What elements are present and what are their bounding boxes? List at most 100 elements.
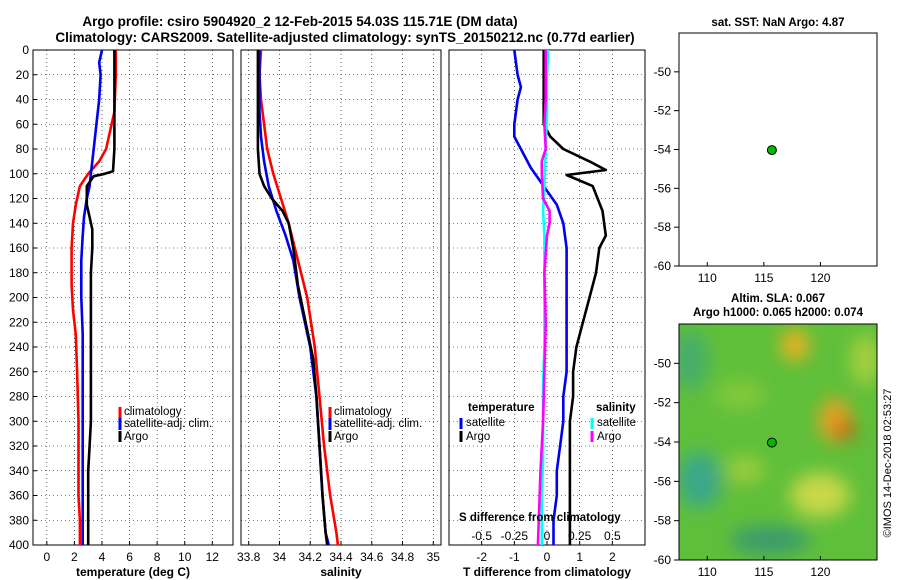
legend-label-climatology: climatology	[124, 406, 182, 418]
series-line-argo	[256, 50, 329, 546]
sst-map-title: sat. SST: NaN Argo: 4.87	[711, 17, 844, 29]
argo-position-marker	[766, 437, 777, 448]
x-tick-label: 34	[273, 550, 287, 564]
sla-map-points	[766, 437, 777, 448]
map-y-tick-label: -54	[654, 143, 672, 157]
sla-blob	[679, 330, 708, 390]
s-tick-label: 0.5	[604, 529, 621, 543]
legend-label-satellite: satellite-adj. clim.	[124, 418, 212, 430]
y-tick-label: 300	[9, 414, 29, 428]
s-difference-x-ticks: -0.5 -0.25 0 0.25 0.5	[471, 529, 621, 543]
sla-map-title: Altim. SLA: 0.067	[731, 293, 825, 305]
s-difference-label: S difference from climatology	[459, 512, 621, 524]
depth-y-ticks: 0 20 40 60 80 100 120 140 160 180 200 220 240 260 280 3…	[9, 43, 37, 552]
salinity-legend: climatology satellite-adj. clim. Argo	[328, 406, 422, 443]
legend-title-temperature: temperature	[468, 402, 534, 414]
x-tick-label: 0	[43, 550, 50, 564]
salinity-x-label: salinity	[320, 565, 362, 579]
x-tick-label: 10	[178, 550, 192, 564]
map-x-tick-label: 115	[754, 271, 773, 285]
y-tick-label: 240	[9, 340, 29, 354]
t-difference-x-ticks: -2 -1 0 1 2	[476, 541, 616, 564]
difference-profiles	[512, 49, 608, 546]
salinity-panel: 33.8 34 34.2 34.4 34.6 34.8 35 salinity climat…	[237, 49, 442, 579]
x-tick-label: 35	[427, 550, 441, 564]
y-tick-label: 260	[9, 365, 29, 379]
temperature-gridlines	[33, 50, 233, 545]
temperature-legend: climatology satellite-adj. clim. Argo	[118, 406, 212, 443]
map-y-tick-label: -60	[654, 553, 672, 567]
legend-label-climatology: climatology	[334, 406, 392, 418]
y-tick-label: 200	[9, 291, 29, 305]
sst-map-ticks: 110 115 120 -50 -52 -54 -56 -58 -60	[654, 65, 831, 285]
salinity-x-ticks: 33.8 34 34.2 34.4 34.6 34.8 35	[237, 541, 440, 564]
map-y-tick-label: -54	[654, 435, 672, 449]
x-tick-label: 12	[206, 550, 220, 564]
x-tick-label: 2	[609, 550, 616, 564]
sla-field-blobs	[679, 329, 877, 554]
x-tick-label: 34.6	[360, 550, 384, 564]
s-tick-label: 0.25	[568, 529, 592, 543]
legend-label-s-satellite: satellite	[597, 417, 636, 429]
series-line-climatology	[70, 50, 118, 545]
x-tick-label: 2	[71, 550, 78, 564]
series-line-temperature-satellite	[512, 49, 568, 545]
temperature-x-label: temperature (deg C)	[76, 565, 190, 579]
map-y-tick-label: -58	[654, 220, 672, 234]
map-y-tick-label: -58	[654, 514, 672, 528]
map-x-tick-label: 120	[810, 565, 830, 579]
x-tick-label: 4	[99, 550, 106, 564]
y-tick-label: 120	[9, 192, 29, 206]
temperature-x-ticks: 0 2 4 6 8 10 12	[43, 541, 219, 564]
sla-blob	[714, 379, 766, 411]
imos-watermark: ©IMOS 14-Dec-2018 02:53:27	[882, 389, 894, 538]
map-x-tick-label: 110	[698, 565, 717, 579]
series-line-salinity-argo	[536, 50, 551, 546]
sla-blob	[851, 334, 877, 386]
sla-blob	[790, 473, 850, 517]
y-tick-label: 220	[9, 315, 29, 329]
x-tick-label: 33.8	[237, 550, 261, 564]
legend-label-satellite: satellite-adj. clim.	[334, 418, 422, 430]
s-tick-label: -0.5	[471, 529, 492, 543]
y-tick-label: 400	[9, 538, 29, 552]
y-tick-label: 40	[16, 93, 30, 107]
legend-label-argo: Argo	[124, 431, 148, 443]
series-line-argo	[85, 50, 116, 545]
sla-blob	[781, 329, 809, 361]
x-tick-label: 0	[544, 550, 551, 564]
figure-title-line1: Argo profile: csiro 5904920_2 12-Feb-201…	[82, 14, 517, 29]
y-tick-label: 0	[22, 43, 29, 57]
map-y-tick-label: -50	[654, 65, 672, 79]
difference-gridlines	[449, 50, 645, 545]
sla-blob	[679, 452, 722, 508]
sla-field-background	[679, 324, 877, 560]
x-tick-label: 34.2	[299, 550, 323, 564]
difference-panel: -2 -1 0 1 2 -0.5 -0.25 0 0.25 0.5 S difference f…	[448, 49, 646, 579]
sla-map-panel: 110 115 120 -50 -52 -54 -56 -58 -60	[654, 323, 878, 579]
y-tick-label: 320	[9, 439, 29, 453]
map-x-tick-label: 115	[754, 565, 773, 579]
figure-title-line2: Climatology: CARS2009. Satellite-adjuste…	[55, 30, 634, 45]
map-y-tick-label: -56	[654, 474, 672, 488]
x-tick-label: 34.8	[391, 550, 415, 564]
x-tick-label: 8	[154, 550, 161, 564]
sla-blob	[836, 420, 854, 440]
temperature-panel: 0 2 4 6 8 10 12 0 20 40 60 80 100 120 140 160 180 200 220…	[9, 43, 234, 579]
s-tick-label: -0.25	[501, 529, 529, 543]
salinity-profiles	[256, 49, 340, 546]
x-tick-label: 34.4	[329, 550, 353, 564]
x-tick-label: 6	[126, 550, 133, 564]
legend-label-argo: Argo	[334, 431, 358, 443]
x-tick-label: -2	[476, 550, 487, 564]
sla-map-ticks: 110 115 120 -50 -52 -54 -56 -58 -60	[654, 356, 831, 579]
s-tick-label: 0	[544, 529, 551, 543]
y-tick-label: 140	[9, 216, 29, 230]
y-tick-label: 340	[9, 464, 29, 478]
series-line-temperature-argo	[542, 50, 608, 545]
map-y-tick-label: -52	[654, 104, 672, 118]
argo-height-title: Argo h1000: 0.065 h2000: 0.074	[693, 307, 864, 319]
argo-position-marker	[766, 145, 777, 156]
map-y-tick-label: -56	[654, 181, 672, 195]
y-tick-label: 160	[9, 241, 29, 255]
